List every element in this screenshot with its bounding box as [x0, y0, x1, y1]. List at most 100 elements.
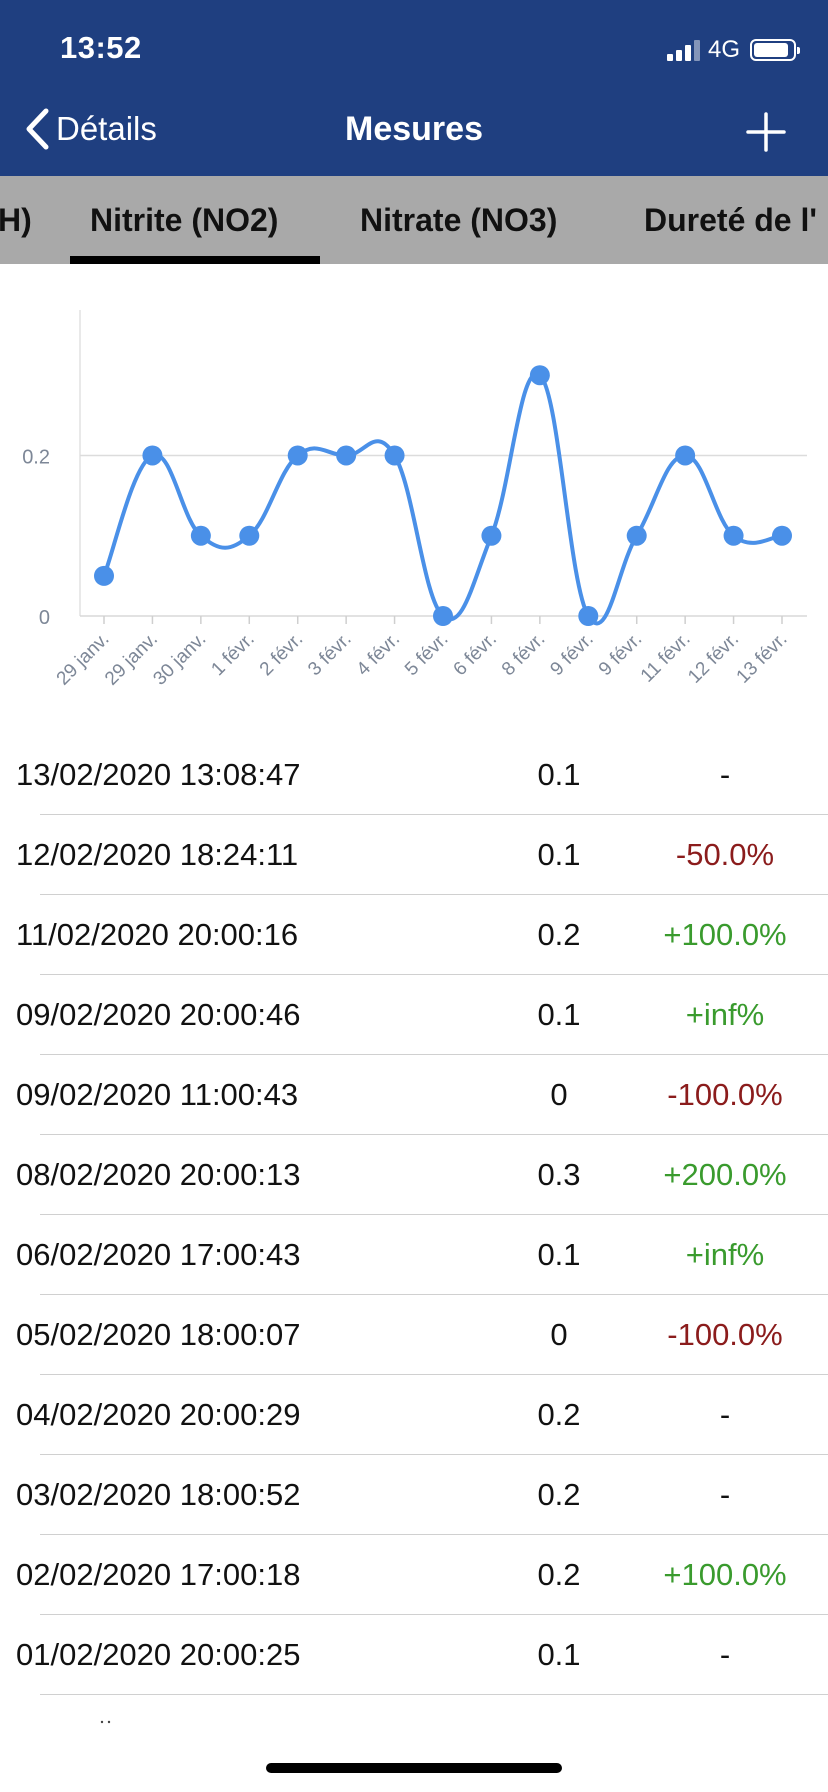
- measurement-value: 0.2: [537, 1397, 581, 1432]
- measurement-value: 0.1: [537, 997, 581, 1032]
- row-divider: [40, 1374, 828, 1375]
- measurement-row[interactable]: 03/02/2020 18:00:52 0.2 -: [0, 1455, 828, 1535]
- x-tick-label: 5 févr.: [401, 629, 452, 680]
- measurement-date: 02/02/2020 17:00:18: [16, 1557, 301, 1592]
- row-divider: [40, 974, 828, 975]
- measurement-date: 08/02/2020 20:00:13: [16, 1157, 301, 1192]
- line-chart: 00.229 janv.29 janv.30 janv.1 févr.2 fév…: [22, 310, 807, 690]
- network-type: 4G: [707, 36, 740, 63]
- measurement-change: -: [719, 1397, 731, 1432]
- measurement-row[interactable]: 09/02/2020 11:00:43 0 -100.0%: [0, 1055, 828, 1135]
- measurement-row[interactable]: 09/02/2020 20:00:46 0.1 +inf%: [0, 975, 828, 1055]
- data-point: [384, 445, 405, 466]
- measurement-list: 13/02/2020 13:08:47 0.1 - 12/02/2020 18:24:…: [0, 735, 828, 1695]
- measurement-date: 01/02/2020 20:00:25: [16, 1637, 301, 1672]
- measurement-row[interactable]: 12/02/2020 18:24:11 0.1 -50.0%: [0, 815, 828, 895]
- data-point: [772, 525, 792, 546]
- data-point: [675, 445, 696, 466]
- measurement-row[interactable]: 02/02/2020 17:00:18 0.2 +100.0%: [0, 1535, 828, 1615]
- measurement-value: 0: [550, 1077, 568, 1112]
- tab-ph[interactable]: H): [0, 202, 32, 238]
- measurement-row[interactable]: 06/02/2020 17:00:43 0.1 +inf%: [0, 1215, 828, 1295]
- plus-icon: [746, 112, 786, 152]
- measurement-change: -100.0%: [667, 1317, 783, 1352]
- tab-durete[interactable]: Dureté de l': [644, 202, 817, 238]
- measurement-value: 0: [550, 1317, 568, 1352]
- x-tick-label: 29 janv.: [53, 629, 114, 690]
- measurement-date: 05/02/2020 18:00:07: [16, 1317, 301, 1352]
- measurement-chart: 0 0.2 29 janv. 29 janv. 30 janv. 1 févr. 2 fév…: [0, 280, 828, 720]
- series-line: [102, 371, 783, 626]
- row-divider: [40, 894, 828, 895]
- x-tick-label: 3 févr.: [304, 629, 355, 680]
- y-tick-label: 0: [39, 607, 50, 629]
- measurement-row[interactable]: 13/02/2020 13:08:47 0.1 -: [0, 735, 828, 815]
- measurement-date: 09/02/2020 20:00:46: [16, 997, 301, 1032]
- data-point: [626, 525, 647, 546]
- data-point: [94, 565, 114, 586]
- page-title: Mesures: [345, 110, 483, 148]
- row-divider: [40, 1694, 828, 1695]
- measurement-value: 0.3: [537, 1157, 581, 1192]
- measurement-row[interactable]: 01/02/2020 20:00:25 0.1 -: [0, 1615, 828, 1695]
- row-divider: [40, 1294, 828, 1295]
- measurement-value: 0.2: [537, 1477, 581, 1512]
- measurement-row[interactable]: 05/02/2020 18:00:07 0 -100.0%: [0, 1295, 828, 1375]
- x-tick-label: 12 févr.: [684, 629, 743, 688]
- cellular-signal-icon: [666, 39, 700, 61]
- status-time: 13:52: [60, 30, 142, 65]
- app-header: 13:52 4G Détails Mesures: [0, 0, 828, 176]
- measurement-date: 12/02/2020 18:24:11: [16, 837, 299, 872]
- measurement-date: 03/02/2020 18:00:52: [16, 1477, 301, 1512]
- data-point: [481, 525, 502, 546]
- measurement-row[interactable]: 08/02/2020 20:00:13 0.3 +200.0%: [0, 1135, 828, 1215]
- measurement-value: 0.1: [537, 757, 581, 792]
- parameter-tabs: H) Nitrite (NO2) Nitrate (NO3) Dureté de…: [0, 176, 828, 264]
- row-divider: [40, 1454, 828, 1455]
- measurement-change: -: [719, 757, 731, 792]
- add-measurement-button[interactable]: [746, 112, 786, 152]
- tab-nitrite[interactable]: Nitrite (NO2): [90, 202, 279, 238]
- home-indicator[interactable]: [266, 1763, 562, 1773]
- partially-visible-row: [100, 1712, 120, 1724]
- measurement-value: 0.1: [537, 837, 581, 872]
- x-tick-label: 9 févr.: [546, 629, 597, 680]
- measurement-date: 04/02/2020 20:00:29: [16, 1397, 301, 1432]
- back-button[interactable]: Détails: [24, 108, 157, 150]
- measurement-change: -100.0%: [667, 1077, 783, 1112]
- row-divider: [40, 1614, 828, 1615]
- data-point: [142, 445, 163, 466]
- selected-tab-indicator: [70, 256, 320, 264]
- measurement-row[interactable]: 11/02/2020 20:00:16 0.2 +100.0%: [0, 895, 828, 975]
- data-point: [578, 606, 599, 626]
- measurement-row[interactable]: 04/02/2020 20:00:29 0.2 -: [0, 1375, 828, 1455]
- measurement-change: +100.0%: [663, 1557, 787, 1592]
- measurement-change: +inf%: [685, 1237, 765, 1272]
- measurement-change: +100.0%: [663, 917, 787, 952]
- y-tick-label: 0.2: [22, 446, 50, 468]
- data-point: [336, 445, 357, 466]
- measurement-value: 0.1: [537, 1637, 581, 1672]
- data-point: [529, 365, 550, 386]
- x-tick-label: 8 févr.: [498, 629, 549, 680]
- chevron-left-icon: [26, 108, 49, 150]
- measurement-date: 06/02/2020 17:00:43: [16, 1237, 301, 1272]
- data-point: [239, 525, 260, 546]
- row-divider: [40, 814, 828, 815]
- measurement-change: -50.0%: [675, 837, 775, 872]
- row-divider: [40, 1054, 828, 1055]
- measurement-date: 13/02/2020 13:08:47: [16, 757, 301, 792]
- data-point: [190, 525, 211, 546]
- x-tick-label: 6 févr.: [450, 629, 501, 680]
- measurement-date: 09/02/2020 11:00:43: [16, 1077, 299, 1112]
- data-point: [433, 606, 453, 626]
- tab-nitrate[interactable]: Nitrate (NO3): [360, 202, 558, 238]
- x-tick-label: 29 janv.: [101, 629, 162, 690]
- x-tick-label: 2 févr.: [256, 629, 307, 680]
- row-divider: [40, 1214, 828, 1215]
- data-point: [723, 525, 744, 546]
- measurement-value: 0.2: [537, 1557, 581, 1592]
- measurement-change: +inf%: [685, 997, 765, 1032]
- back-label: Détails: [56, 110, 157, 147]
- x-tick-label: 1 févr.: [207, 629, 258, 680]
